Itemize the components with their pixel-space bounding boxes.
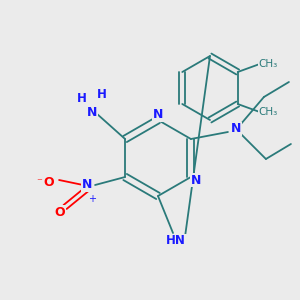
Text: +: +: [88, 194, 96, 204]
Text: N: N: [82, 178, 92, 191]
Text: HN: HN: [166, 235, 186, 248]
Text: O: O: [55, 206, 65, 218]
Text: N: N: [87, 106, 97, 118]
Text: ⁻: ⁻: [36, 177, 42, 187]
Text: N: N: [191, 173, 201, 187]
Text: N: N: [231, 122, 241, 136]
Text: O: O: [44, 176, 54, 188]
Text: CH₃: CH₃: [258, 59, 277, 69]
Text: H: H: [97, 88, 107, 100]
Text: N: N: [153, 109, 163, 122]
Text: H: H: [77, 92, 87, 106]
Text: CH₃: CH₃: [258, 107, 277, 117]
